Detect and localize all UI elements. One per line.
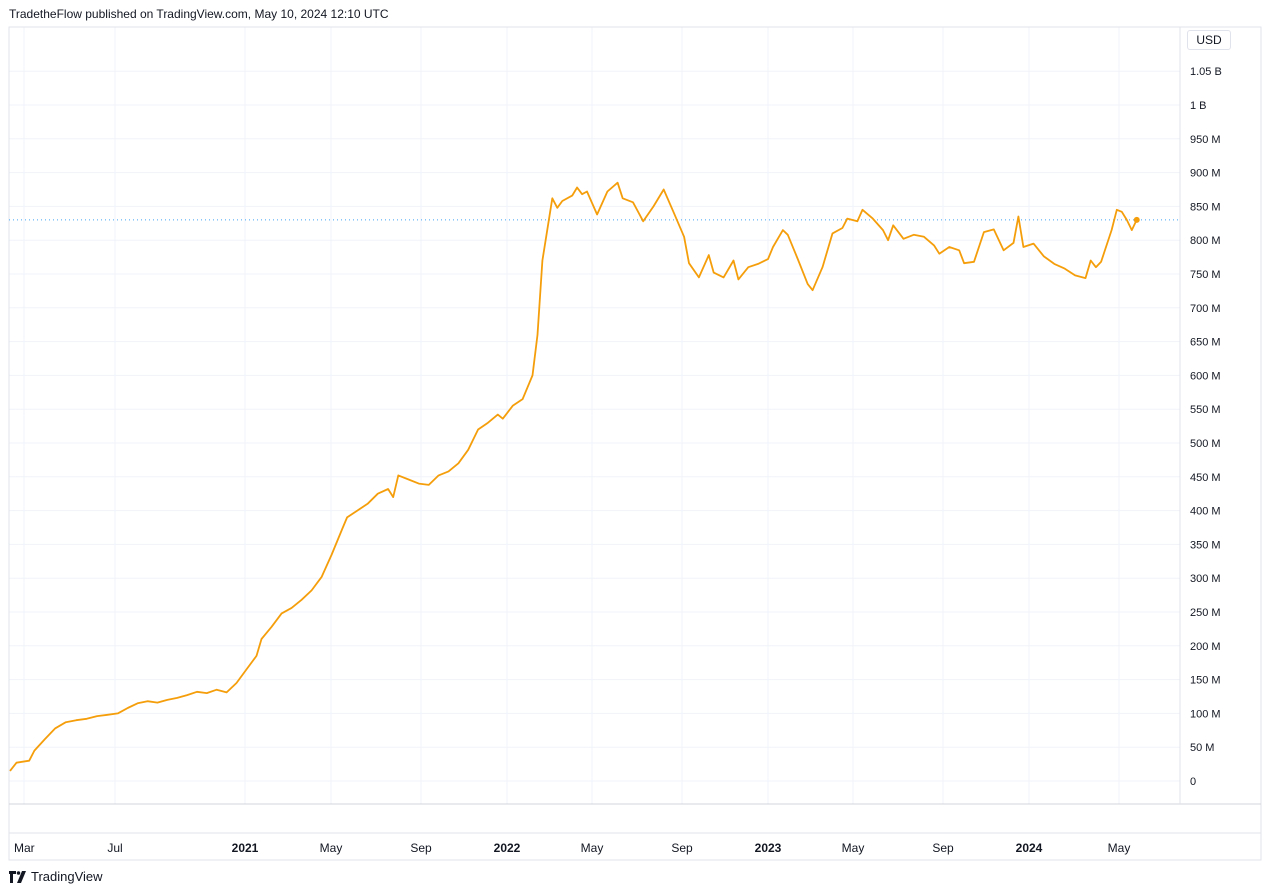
- y-tick-label: 550 M: [1190, 404, 1221, 416]
- y-tick-label: 150 M: [1190, 675, 1221, 687]
- footer-brand[interactable]: TradingView: [9, 869, 103, 884]
- y-tick-label: 300 M: [1190, 573, 1221, 585]
- chart-border: [8, 26, 1262, 861]
- x-tick-label: 2022: [494, 841, 521, 855]
- y-tick-label: 50 M: [1190, 742, 1214, 754]
- x-tick-label: May: [1108, 841, 1131, 855]
- tradingview-logo-icon: [9, 870, 26, 883]
- y-tick-label: 1 B: [1190, 100, 1207, 112]
- y-tick-label: 800 M: [1190, 235, 1221, 247]
- x-tick-label: May: [320, 841, 343, 855]
- x-tick-label: Sep: [671, 841, 693, 855]
- y-tick-label: 200 M: [1190, 641, 1221, 653]
- footer-brand-label: TradingView: [31, 869, 103, 884]
- x-axis-ticks: Mar Jul 2021 May Sep 2022 May Sep 2023 May Sep 2024…: [14, 841, 1130, 855]
- x-tick-label: 2021: [232, 841, 259, 855]
- series-line: [9, 181, 1140, 772]
- y-tick-label: 250 M: [1190, 607, 1221, 619]
- y-tick-label: 450 M: [1190, 472, 1221, 484]
- x-tick-label: Sep: [932, 841, 954, 855]
- grid-lines: [9, 27, 1180, 804]
- y-tick-label: 350 M: [1190, 539, 1221, 551]
- y-tick-label: 500 M: [1190, 438, 1221, 450]
- y-tick-label: 0: [1190, 776, 1196, 788]
- y-axis-ticks: 0 50 M 100 M 150 M 200 M 250 M 300 M 350 M 400 M…: [1190, 66, 1222, 788]
- y-tick-label: 750 M: [1190, 269, 1221, 281]
- y-tick-label: 950 M: [1190, 134, 1221, 146]
- currency-button[interactable]: USD: [1187, 30, 1231, 50]
- x-tick-label: May: [842, 841, 865, 855]
- y-tick-label: 850 M: [1190, 201, 1221, 213]
- y-tick-label: 700 M: [1190, 303, 1221, 315]
- publisher-caption: TradetheFlow published on TradingView.co…: [9, 7, 389, 21]
- x-tick-label: Mar: [14, 841, 35, 855]
- y-tick-label: 400 M: [1190, 506, 1221, 518]
- x-tick-label: Sep: [410, 841, 432, 855]
- last-point-marker: [1133, 216, 1140, 223]
- x-tick-label: Jul: [107, 841, 122, 855]
- x-tick-label: May: [581, 841, 604, 855]
- y-tick-label: 100 M: [1190, 708, 1221, 720]
- x-tick-label: 2023: [755, 841, 782, 855]
- y-tick-label: 650 M: [1190, 337, 1221, 349]
- data-line: [9, 181, 1138, 772]
- x-tick-label: 2024: [1016, 841, 1043, 855]
- y-tick-label: 1.05 B: [1190, 66, 1222, 78]
- y-tick-label: 600 M: [1190, 370, 1221, 382]
- y-tick-label: 900 M: [1190, 168, 1221, 180]
